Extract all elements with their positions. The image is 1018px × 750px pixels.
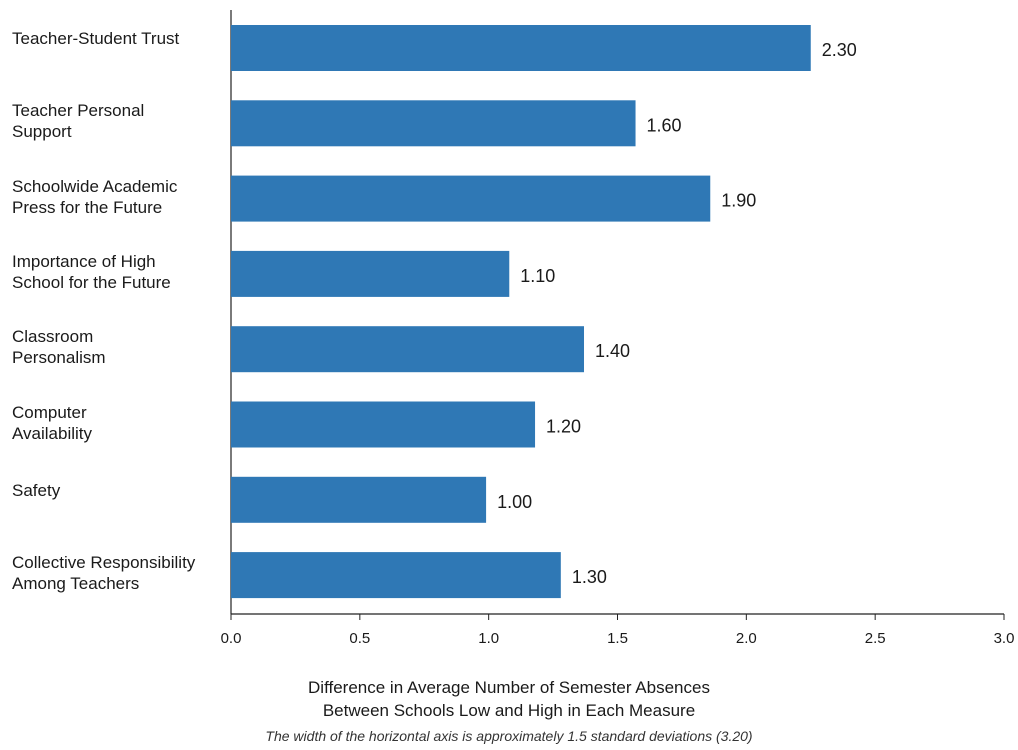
bar-value-label: 2.30 bbox=[822, 40, 857, 60]
x-axis-label-line-1: Difference in Average Number of Semester… bbox=[308, 678, 710, 697]
bar-value-label: 1.60 bbox=[647, 115, 682, 135]
x-tick-label: 1.0 bbox=[478, 630, 499, 647]
category-label: Teacher-Student Trust bbox=[12, 29, 180, 48]
bar bbox=[231, 25, 811, 71]
bar-value-label: 1.00 bbox=[497, 492, 532, 512]
x-axis-label-line-2: Between Schools Low and High in Each Mea… bbox=[322, 701, 696, 720]
bar bbox=[231, 552, 561, 599]
bar bbox=[231, 100, 636, 147]
bar bbox=[231, 326, 585, 373]
category-label: Safety bbox=[12, 480, 61, 500]
bar-value-label: 1.40 bbox=[595, 341, 630, 361]
x-tick-label: 0.0 bbox=[221, 630, 242, 647]
bar bbox=[231, 476, 487, 523]
x-tick-label: 2.5 bbox=[865, 630, 886, 647]
category-label: Classroom Personalism bbox=[12, 327, 106, 368]
bar bbox=[231, 175, 711, 222]
category-label: Computer Availability bbox=[12, 402, 93, 443]
x-tick-label: 3.0 bbox=[994, 630, 1015, 647]
bar bbox=[231, 401, 536, 448]
category-label: Schoolwide Academic Press for the Future bbox=[12, 176, 178, 217]
x-tick-label: 0.5 bbox=[349, 630, 370, 647]
bar bbox=[231, 250, 510, 297]
x-tick-label: 2.0 bbox=[736, 630, 757, 647]
bar-value-label: 1.10 bbox=[520, 266, 555, 286]
category-label: Importance of High School for the Future bbox=[12, 251, 171, 292]
axis-note: The width of the horizontal axis is appr… bbox=[265, 728, 753, 744]
x-tick-label: 1.5 bbox=[607, 630, 628, 647]
bar-value-label: 1.90 bbox=[721, 191, 756, 211]
bar-value-label: 1.20 bbox=[546, 417, 581, 437]
category-label: Collective Responsibility Among Teachers bbox=[12, 553, 196, 594]
bar-value-label: 1.30 bbox=[572, 567, 607, 587]
category-label: Teacher Personal Support bbox=[12, 101, 145, 142]
